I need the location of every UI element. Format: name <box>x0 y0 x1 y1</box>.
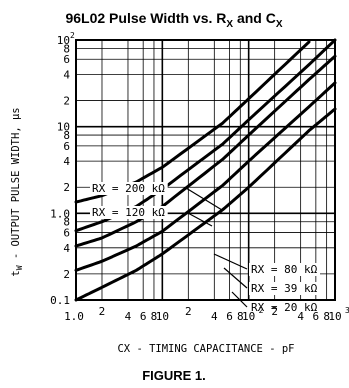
series-line-2 <box>74 54 337 248</box>
y-tick-label: 1.0 <box>50 207 70 220</box>
y-tick-label: 2 <box>63 95 70 108</box>
x-tick-label: 8 <box>151 310 158 323</box>
x-tick-label: 2 <box>99 305 106 318</box>
y-tick-label: 4 <box>63 242 70 255</box>
y-tick-label: 6 <box>63 53 70 66</box>
series-label-bg <box>249 282 320 295</box>
leader-line-1 <box>185 211 213 227</box>
series-labels: RX = 200 kΩ RX = 120 kΩ RX = 80 kΩ RX = 39 … <box>90 182 320 314</box>
series-label-bg <box>249 263 320 276</box>
series-line-1 <box>74 38 337 233</box>
x-tick-label: 8 <box>237 310 244 323</box>
x-tick-label: 2 <box>185 305 192 318</box>
leader-line-4 <box>231 291 248 308</box>
title-sub-c: X <box>276 19 283 30</box>
series-lines <box>74 38 337 302</box>
x-tick-exponent: 3 <box>345 306 349 315</box>
y-tick-label: 4 <box>63 155 70 168</box>
series-label-4: RX = 20 kΩ <box>251 301 318 314</box>
y-label-rest: - OUTPUT PULSE WIDTH, μs <box>10 107 22 265</box>
leader-line-2 <box>213 253 248 270</box>
series-line-4 <box>74 107 337 302</box>
label-leaders <box>185 187 248 308</box>
y-tick-label: 6 <box>63 227 70 240</box>
y-tick-label: 0.1 <box>50 294 70 307</box>
grid-lines <box>76 40 335 300</box>
series-line-0 <box>74 40 311 204</box>
y-tick-label: 6 <box>63 140 70 153</box>
x-tick-label: 8 <box>323 310 330 323</box>
y-tick-label: 2 <box>63 181 70 194</box>
x-tick-label: 6 <box>313 310 320 323</box>
x-axis-label: CX - TIMING CAPACITANCE - pF <box>117 343 294 355</box>
series-label-bg <box>249 301 320 314</box>
x-tick-label: 6 <box>226 310 233 323</box>
x-tick-label: 10 <box>156 310 169 323</box>
figure-caption: FIGURE 1. <box>142 368 206 383</box>
x-tick-label: 10 <box>328 310 341 323</box>
series-label-2: RX = 80 kΩ <box>251 263 318 276</box>
y-tick-label: 8 <box>63 42 70 55</box>
x-tick-label: 4 <box>211 310 218 323</box>
x-tick-exponent: 2 <box>259 306 264 315</box>
y-axis-label: tW - OUTPUT PULSE WIDTH, μs <box>10 107 24 276</box>
y-tick-label: 10 <box>57 121 70 134</box>
x-tick-label: 10 <box>242 310 255 323</box>
y-tick-exponent: 2 <box>70 31 75 40</box>
series-label-0: RX = 200 kΩ <box>92 182 165 195</box>
y-label-sub: W <box>15 265 24 270</box>
x-tick-label: 2 <box>271 305 278 318</box>
title-main: 96L02 Pulse Width vs. R <box>65 10 226 26</box>
y-tick-label: 10 <box>57 34 70 47</box>
series-label-3: RX = 39 kΩ <box>251 282 318 295</box>
chart-title: 96L02 Pulse Width vs. RX and CX <box>65 10 282 30</box>
x-tick-label: 1.0 <box>64 310 84 323</box>
series-label-bg <box>90 182 168 195</box>
y-tick-label: 2 <box>63 268 70 281</box>
leader-line-0 <box>185 187 223 211</box>
leader-line-3 <box>223 267 248 289</box>
y-tick-label: 8 <box>63 216 70 229</box>
y-label-t: t <box>10 270 22 276</box>
title-mid: and C <box>233 10 276 26</box>
title-sub-r: X <box>226 19 233 30</box>
y-tick-label: 4 <box>63 68 70 81</box>
series-label-bg <box>90 206 168 219</box>
y-tick-label: 8 <box>63 129 70 142</box>
x-tick-label: 6 <box>140 310 147 323</box>
plot-frame <box>75 39 336 301</box>
series-label-1: RX = 120 kΩ <box>92 206 165 219</box>
series-line-3 <box>74 81 337 272</box>
x-tick-label: 4 <box>125 310 132 323</box>
x-tick-label: 4 <box>297 310 304 323</box>
